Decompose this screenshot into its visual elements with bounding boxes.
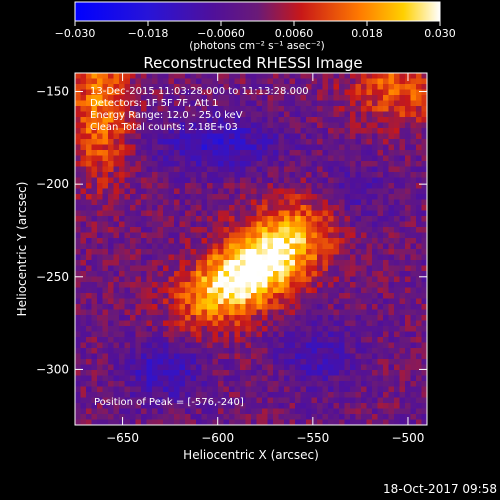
annotation-clean-counts: Clean Total counts: 2.18E+03 bbox=[90, 122, 238, 133]
colorbar-tick-label: 0.030 bbox=[424, 27, 456, 40]
colorbar-tick-label: 0.018 bbox=[351, 27, 383, 40]
chart-title: Reconstructed RHESSI Image bbox=[143, 54, 362, 72]
plot-frame bbox=[74, 72, 428, 426]
colorbar-ticks: −0.030 −0.018 −0.0060 0.0060 0.018 0.030 bbox=[55, 21, 456, 40]
colorbar-tick-label: −0.018 bbox=[128, 27, 169, 40]
colorbar-tick-label: −0.030 bbox=[55, 27, 96, 40]
y-tick-label: −300 bbox=[36, 362, 69, 376]
annotation-peak-position: Position of Peak = [-576,-240] bbox=[94, 397, 244, 408]
y-axis-label: Heliocentric Y (arcsec) bbox=[15, 182, 29, 317]
x-axis-label: Heliocentric X (arcsec) bbox=[183, 448, 319, 462]
colorbar bbox=[74, 1, 441, 22]
annotation-time-range: 13-Dec-2015 11:03:28.000 to 11:13:28.000 bbox=[90, 86, 309, 97]
annotation-detectors: Detectors: 1F 5F 7F, Att 1 bbox=[90, 98, 218, 109]
colorbar-tick-label: 0.0060 bbox=[275, 27, 314, 40]
colorbar-tick-label: −0.0060 bbox=[197, 27, 245, 40]
y-tick-label: −200 bbox=[36, 177, 69, 191]
x-tick-label: −600 bbox=[201, 431, 234, 445]
colorbar-units-label: (photons cm⁻² s⁻¹ asec⁻²) bbox=[189, 40, 324, 52]
x-tick-label: −550 bbox=[296, 431, 329, 445]
y-tick-label: −150 bbox=[36, 85, 69, 99]
y-axis-ticks: −300 −250 −200 −150 bbox=[36, 85, 427, 376]
y-tick-label: −250 bbox=[36, 270, 69, 284]
footer-timestamp: 18-Oct-2017 09:58 bbox=[383, 482, 497, 496]
x-tick-label: −650 bbox=[106, 431, 139, 445]
x-axis-ticks: −650 −600 −550 −500 bbox=[106, 73, 424, 445]
heatmap-image bbox=[75, 73, 428, 426]
x-tick-label: −500 bbox=[391, 431, 424, 445]
annotation-energy-range: Energy Range: 12.0 - 25.0 keV bbox=[90, 110, 243, 121]
